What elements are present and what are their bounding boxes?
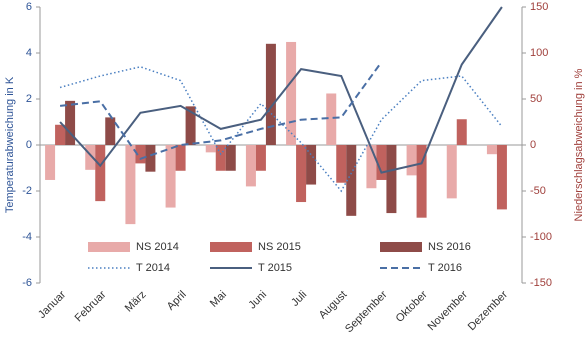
y2-axis-label: Niederschlagsabweichung in % (573, 68, 585, 221)
bar (406, 145, 417, 176)
legend-swatch (380, 242, 422, 252)
x-tick-label: April (165, 289, 189, 313)
bar (65, 100, 76, 145)
x-tick-label: November (426, 288, 471, 333)
legend-label: NS 2016 (428, 241, 471, 253)
y-tick-label: 2 (26, 93, 32, 105)
bar (326, 93, 337, 145)
bar (45, 145, 56, 180)
x-tick-label: Oktober (394, 288, 430, 324)
legend-label: T 2015 (258, 262, 292, 274)
y2-tick-label: -150 (530, 277, 552, 289)
y-axis-label: Temperaturabweichung in K (4, 76, 16, 213)
x-tick-label: März (123, 289, 149, 315)
legend-label: T 2014 (136, 262, 170, 274)
bar (416, 145, 427, 218)
x-tick-label: Mai (208, 289, 229, 310)
bar (175, 145, 186, 171)
line (59, 61, 383, 160)
y2-tick-label: 150 (530, 1, 548, 13)
legend-swatch (210, 242, 252, 252)
x-tick-label: August (317, 289, 350, 322)
y2-tick-label: 100 (530, 47, 548, 59)
y-tick-label: 4 (26, 47, 32, 59)
legend-swatch (88, 242, 130, 252)
bar (185, 106, 196, 145)
bar (456, 119, 467, 145)
legend-label: NS 2015 (258, 241, 301, 253)
bar (376, 145, 387, 180)
x-tick-label: Juni (246, 289, 269, 312)
y-tick-label: -2 (22, 185, 32, 197)
bar (486, 145, 497, 155)
bar (296, 145, 307, 203)
bar (135, 145, 146, 164)
x-tick-label: Dezember (466, 288, 511, 333)
bar (386, 145, 397, 214)
x-tick-label: Februar (73, 288, 109, 324)
y-tick-label: -4 (22, 231, 32, 243)
bar (105, 117, 116, 145)
x-tick-label: Januar (36, 288, 69, 321)
bar (215, 145, 226, 171)
x-tick-label: Juli (289, 289, 309, 309)
bar (245, 145, 256, 187)
legend-label: T 2016 (428, 262, 462, 274)
y-tick-label: -6 (22, 277, 32, 289)
bar (346, 145, 357, 216)
bar (95, 145, 106, 202)
y2-tick-label: 0 (530, 139, 536, 151)
bar (145, 145, 156, 172)
bar (446, 145, 457, 199)
bar (255, 145, 266, 171)
bar (306, 145, 317, 185)
y2-tick-label: -100 (530, 231, 552, 243)
bar (366, 145, 377, 189)
bar (125, 145, 136, 225)
line (59, 66, 503, 193)
bar (205, 145, 216, 153)
bar (225, 145, 236, 171)
legend-label: NS 2014 (136, 241, 179, 253)
bar (496, 145, 507, 210)
bar (286, 41, 297, 145)
y2-tick-label: 50 (530, 93, 542, 105)
line (59, 6, 503, 174)
y-tick-label: 0 (26, 139, 32, 151)
bar (265, 43, 276, 145)
bar (55, 124, 66, 145)
bar (336, 145, 347, 183)
y-tick-label: 6 (26, 1, 32, 13)
bar (165, 145, 176, 208)
y2-tick-label: -50 (530, 185, 546, 197)
bar (85, 145, 96, 170)
x-tick-label: September (343, 288, 390, 335)
